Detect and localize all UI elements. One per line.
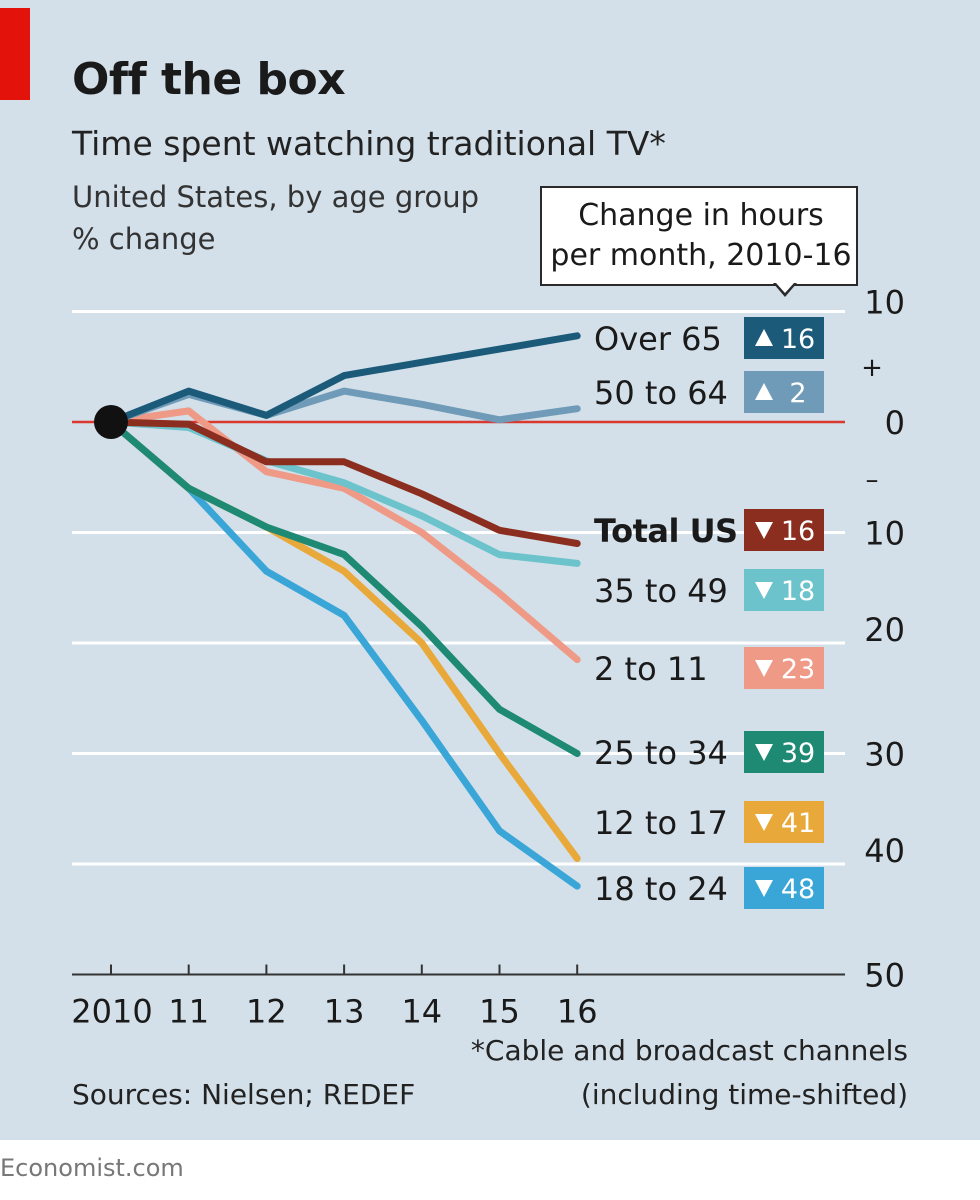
x-tick-label: 13 xyxy=(324,993,365,1031)
start-marker-dot xyxy=(94,405,128,439)
brand-red-tag xyxy=(0,8,30,100)
change-value-25-to-34: 39 xyxy=(781,738,815,769)
arrow-down-icon xyxy=(755,660,773,677)
change-badge-25-to-34 xyxy=(744,731,824,773)
series-line-35-to-49 xyxy=(107,418,581,567)
x-tick-label: 12 xyxy=(246,993,287,1031)
chart-title: Off the box xyxy=(72,54,346,105)
series-line-25-to-34 xyxy=(107,418,581,757)
footnote-line-1: *Cable and broadcast channels xyxy=(470,1034,908,1067)
series-label-25-to-34: 25 to 34 xyxy=(594,734,728,772)
arrow-down-icon xyxy=(755,814,773,831)
arrow-down-icon xyxy=(755,744,773,761)
series-label-2-to-11: 2 to 11 xyxy=(594,650,708,688)
series-label-total-us: Total US xyxy=(594,512,738,550)
legend-callout-box: Change in hours per month, 2010-16 xyxy=(540,186,858,286)
arrow-down-icon xyxy=(755,582,773,599)
arrow-down-icon xyxy=(755,522,773,539)
x-tick-label: 15 xyxy=(479,993,520,1031)
arrow-down-icon xyxy=(755,880,773,897)
change-value-18-to-24: 48 xyxy=(781,874,815,905)
change-value-35-to-49: 18 xyxy=(781,576,815,607)
series-label-over-65: Over 65 xyxy=(594,320,722,358)
callout-pointer-fill xyxy=(776,283,794,293)
y-tick-label: 30 xyxy=(864,736,905,774)
arrow-up-icon xyxy=(755,329,773,346)
credit-text: Economist.com xyxy=(0,1154,184,1182)
change-value-2-to-11: 23 xyxy=(781,654,815,685)
series-label-35-to-49: 35 to 49 xyxy=(594,572,728,610)
chart-subtitle-region: United States, by age group xyxy=(72,180,480,214)
chart-unit: % change xyxy=(72,222,216,256)
change-value-over-65: 16 xyxy=(781,324,815,355)
x-tick-label: 16 xyxy=(557,993,598,1031)
y-tick-label: 10 xyxy=(864,284,905,322)
y-tick-label: 20 xyxy=(864,611,905,649)
source-note: Sources: Nielsen; REDEF xyxy=(72,1078,416,1111)
change-value-12-to-17: 41 xyxy=(781,808,815,839)
line-chart: 10 0 10 20 30 40 50 + – 2010 11 12 13 14 15 16 18 to 24 4… xyxy=(71,284,905,1031)
chart-subtitle: Time spent watching traditional TV* xyxy=(72,124,666,163)
series-line-over-65 xyxy=(107,332,581,426)
x-tick-label: 2010 xyxy=(71,993,152,1031)
series-line-total-us xyxy=(107,418,581,547)
y-tick-label: 40 xyxy=(864,832,905,870)
y-tick-label: 0 xyxy=(885,404,905,442)
series-label-18-to-24: 18 to 24 xyxy=(594,870,728,908)
footnote-line-2: (including time-shifted) xyxy=(580,1078,908,1111)
series-label-12-to-17: 12 to 17 xyxy=(594,804,728,842)
series-label-50-to-64: 50 to 64 xyxy=(594,374,728,412)
change-badge-50-to-64 xyxy=(744,371,824,413)
y-tick-label: 50 xyxy=(864,957,905,995)
x-tick-label: 14 xyxy=(401,993,442,1031)
y-sign-plus: + xyxy=(861,353,883,383)
callout-line-1: Change in hours xyxy=(578,198,824,233)
change-badge-12-to-17 xyxy=(744,801,824,843)
callout-line-2: per month, 2010-16 xyxy=(550,238,852,273)
x-tick-label: 11 xyxy=(168,993,209,1031)
change-value-total-us: 16 xyxy=(781,516,815,547)
change-badge-35-to-49 xyxy=(744,569,824,611)
y-tick-label: 10 xyxy=(864,515,905,553)
change-badge-2-to-11 xyxy=(744,647,824,689)
change-value-50-to-64: 2 xyxy=(789,378,806,409)
change-badge-total-us xyxy=(744,509,824,551)
y-sign-minus: – xyxy=(866,465,879,495)
change-badge-over-65 xyxy=(744,317,824,359)
series-line-2-to-11 xyxy=(107,407,581,664)
arrow-up-icon xyxy=(755,383,773,400)
change-badge-18-to-24 xyxy=(744,867,824,909)
